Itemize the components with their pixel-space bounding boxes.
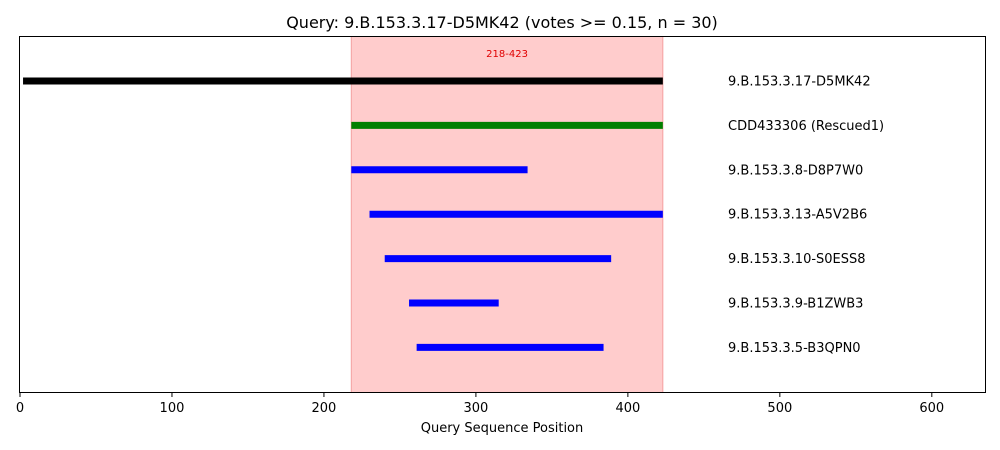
x-tick-label: 600 <box>919 401 944 416</box>
chart-title: Query: 9.B.153.3.17-D5MK42 (votes >= 0.1… <box>286 13 718 32</box>
segment-label: 9.B.153.3.13-A5V2B6 <box>728 208 867 223</box>
plot-frame <box>19 36 986 393</box>
x-tick-label: 500 <box>767 401 792 416</box>
x-tick-label: 100 <box>160 401 185 416</box>
x-tick-label: 0 <box>16 401 24 416</box>
x-tick-label: 300 <box>463 401 488 416</box>
segment-label: 9.B.153.3.10-S0ESS8 <box>728 252 866 267</box>
x-tick-label: 400 <box>615 401 640 416</box>
x-tick-label: 200 <box>312 401 337 416</box>
segment-label: CDD433306 (Rescued1) <box>728 119 884 134</box>
highlight-region-label: 218-423 <box>486 49 528 60</box>
segment-label: 9.B.153.3.5-B3QPN0 <box>728 341 861 356</box>
segment-label: 9.B.153.3.17-D5MK42 <box>728 75 871 90</box>
x-axis-label: Query Sequence Position <box>421 421 584 436</box>
segment-label: 9.B.153.3.8-D8P7W0 <box>728 163 863 178</box>
segment-label: 9.B.153.3.9-B1ZWB3 <box>728 297 863 312</box>
